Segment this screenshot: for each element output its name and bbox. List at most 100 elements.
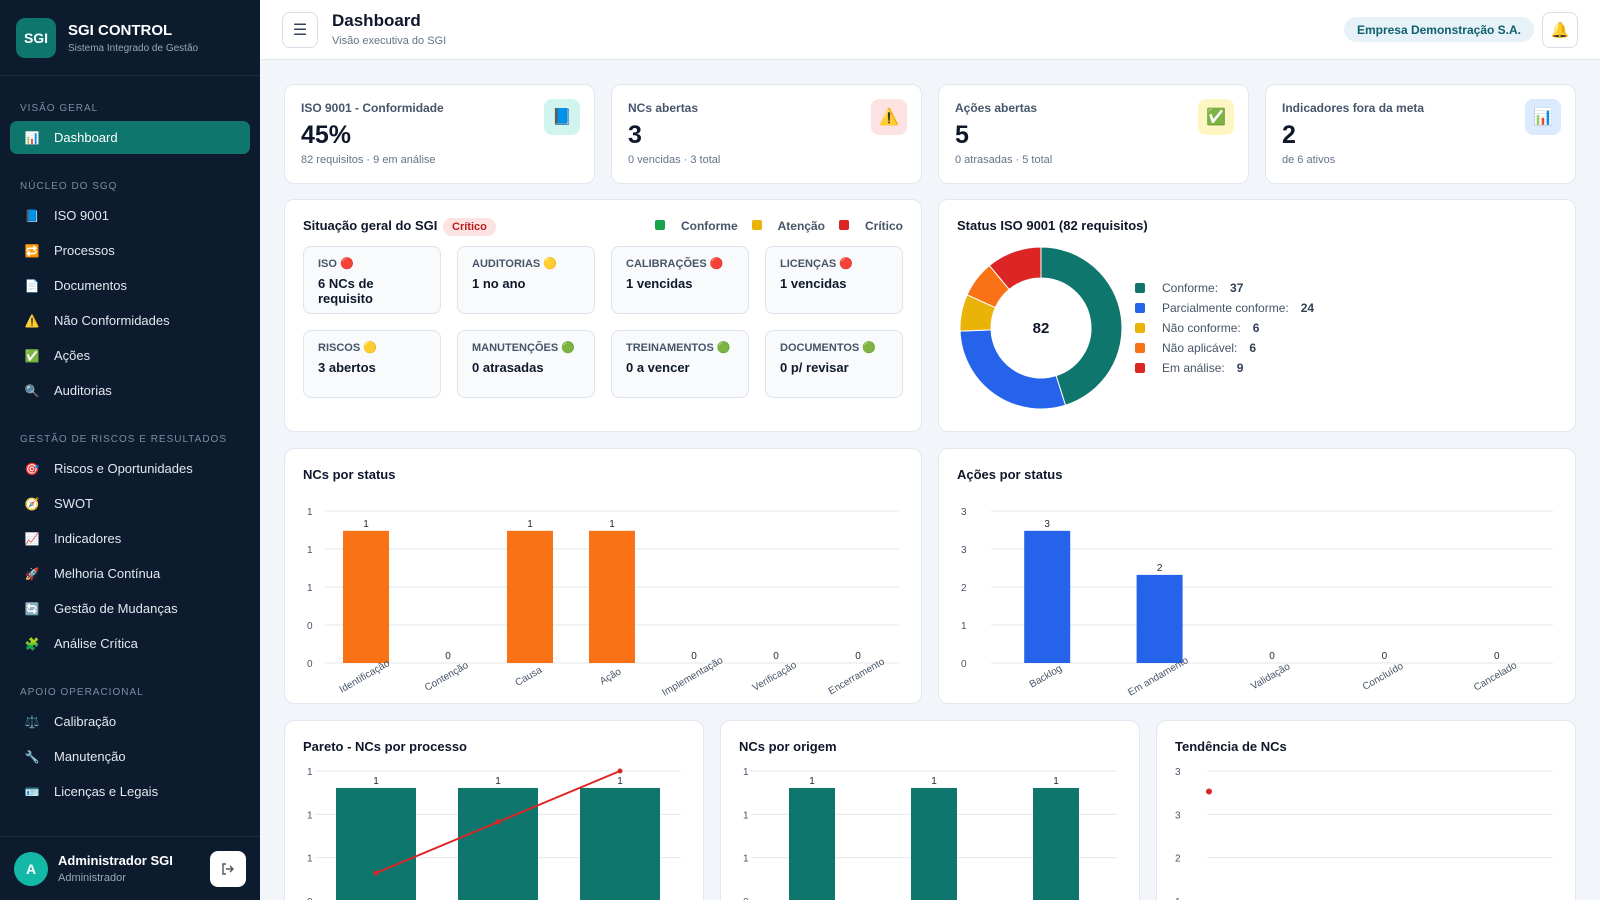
kpi-value: 3 — [628, 121, 642, 149]
iso-legend-item: Não conforme: 6 — [1135, 318, 1314, 338]
sidebar-item-dashboard[interactable]: 📊 Dashboard — [10, 121, 250, 154]
sidebar-item-auditorias[interactable]: 🔍 Auditorias — [10, 374, 250, 407]
sidebar-item-processos[interactable]: 🔁 Processos — [10, 234, 250, 267]
rocket-icon: 🚀 — [24, 566, 40, 581]
situacao-card: Situação geral do SGI Crítico Conforme At… — [284, 199, 922, 432]
sidebar-item-riscos-e-oportunidades[interactable]: 🎯 Riscos e Oportunidades — [10, 452, 250, 485]
iso-donut-chart: 82 — [959, 246, 1123, 410]
bar-value-label: 1 — [363, 519, 369, 530]
notifications-button[interactable]: 🔔 — [1542, 12, 1578, 48]
bar-value-label: 1 — [931, 776, 937, 787]
status-tile[interactable]: MANUTENÇÕES 🟢 0 atrasadas — [457, 330, 595, 398]
donut-center-label: 82 — [1033, 320, 1050, 337]
acoes-status-card: Ações por status 0 1 2 3 3 3 Backlog 2 Em andame… — [938, 448, 1576, 704]
sidebar-item-melhoria-cont-nua[interactable]: 🚀 Melhoria Contínua — [10, 557, 250, 590]
donut-slice — [988, 246, 1042, 291]
sidebar-item-documentos[interactable]: 📄 Documentos — [10, 269, 250, 302]
sidebar-item-gest-o-de-mudan-as[interactable]: 🔄 Gestão de Mudanças — [10, 592, 250, 625]
x-tick-label: Concluído — [1361, 661, 1406, 693]
tile-label: TREINAMENTOS 🟢 — [626, 342, 731, 354]
bar-value-label: 1 — [1053, 776, 1059, 787]
iso-legend: Conforme: 37 Parcialmente conforme: 24 Não c… — [1135, 278, 1314, 378]
sidebar-nav: VISÃO GERAL 📊 Dashboard NÚCLEO DO SGQ 📘 ISO 9… — [0, 76, 260, 816]
menu-toggle-button[interactable]: ☰ — [282, 12, 318, 48]
origem-chart: 0 1 1 1 1 1 1 — [743, 767, 1117, 900]
legend-swatch — [1135, 283, 1145, 293]
x-tick-label: Encerramento — [827, 656, 887, 697]
kpi-card: Indicadores fora da meta 2 de 6 ativos 📊 — [1265, 84, 1576, 184]
ncs-status-card: NCs por status 0 0 1 1 1 1 Identificação 0 Conte… — [284, 448, 922, 704]
sidebar-item-an-lise-cr-tica[interactable]: 🧩 Análise Crítica — [10, 627, 250, 660]
kpi-card: ISO 9001 - Conformidade 45% 82 requisitos … — [284, 84, 595, 184]
pareto-card: Pareto - NCs por processo 0 1 1 1 1 1 1 — [284, 720, 704, 900]
situacao-title: Situação geral do SGI — [303, 218, 438, 233]
bar-value-label: 0 — [1494, 651, 1500, 662]
sidebar-item-swot[interactable]: 🧭 SWOT — [10, 487, 250, 520]
origem-title: NCs por origem — [739, 739, 837, 754]
tile-label: DOCUMENTOS 🟢 — [780, 342, 876, 354]
legend-item: Crítico — [838, 219, 903, 233]
sidebar-item-label: Melhoria Contínua — [54, 566, 161, 581]
y-tick-label: 1 — [307, 507, 313, 518]
status-tile[interactable]: TREINAMENTOS 🟢 0 a vencer — [611, 330, 749, 398]
kpi-label: Ações abertas — [955, 101, 1038, 115]
sidebar-item-iso-9001[interactable]: 📘 ISO 9001 — [10, 199, 250, 232]
sidebar-item-fornecedores[interactable]: 🚚Fornecedores — [10, 810, 250, 816]
pareto-point — [373, 870, 379, 876]
kpi-subtext: de 6 ativos — [1282, 154, 1336, 166]
check-icon: ✅ — [24, 348, 40, 363]
sidebar-item-label: Calibração — [54, 714, 117, 729]
y-tick-label: 1 — [961, 621, 967, 632]
user-name: Administrador SGI — [58, 853, 173, 868]
legend-swatch — [751, 220, 762, 230]
y-tick-label: 0 — [307, 621, 313, 632]
bar-value-label: 1 — [617, 776, 623, 787]
page-subtitle: Visão executiva do SGI — [332, 35, 447, 47]
sidebar-item-indicadores[interactable]: 📈 Indicadores — [10, 522, 250, 555]
status-tile[interactable]: LICENÇAS 🔴 1 vencidas — [765, 246, 903, 314]
status-tile[interactable]: DOCUMENTOS 🟢 0 p/ revisar — [765, 330, 903, 398]
sidebar-item-label: Processos — [54, 243, 115, 258]
legend-label: Não aplicável: — [1162, 341, 1238, 355]
sidebar-item-calibra-o[interactable]: ⚖️ Calibração — [10, 705, 250, 738]
trend-point — [1206, 788, 1212, 795]
sidebar-item-licen-as-e-legais[interactable]: 🪪 Licenças e Legais — [10, 775, 250, 808]
situacao-legend: Conforme Atenção Crítico — [654, 219, 903, 233]
user-panel: A Administrador SGI Administrador — [0, 836, 260, 900]
status-tile[interactable]: CALIBRAÇÕES 🔴 1 vencidas — [611, 246, 749, 314]
y-tick-label: 0 — [307, 659, 313, 670]
bar-value-label: 0 — [1382, 651, 1388, 662]
iso-status-card: Status ISO 9001 (82 requisitos) 82 Confo… — [938, 199, 1576, 432]
legend-count: 6 — [1249, 341, 1257, 355]
iso-legend-item: Parcialmente conforme: 24 — [1135, 298, 1314, 318]
x-tick-label: Ação — [598, 666, 624, 687]
bar — [507, 530, 553, 663]
status-tile[interactable]: RISCOS 🟡 3 abertos — [303, 330, 441, 398]
topbar: ☰ Dashboard Visão executiva do SGI Empre… — [260, 0, 1600, 60]
iso-legend-item: Conforme: 37 — [1135, 278, 1314, 298]
id-card-icon: 🪪 — [24, 784, 40, 799]
pareto-point — [495, 819, 501, 825]
bar — [343, 530, 389, 663]
sidebar-item-a-es[interactable]: ✅ Ações — [10, 339, 250, 372]
donut-slice — [959, 329, 1067, 410]
logout-button[interactable] — [210, 850, 246, 887]
company-badge[interactable]: Empresa Demonstração S.A. — [1343, 17, 1534, 42]
tile-label: MANUTENÇÕES 🟢 — [472, 342, 575, 354]
status-tile[interactable]: ISO 🔴 6 NCs de requisito — [303, 246, 441, 314]
sidebar-item-label: Gestão de Mudanças — [54, 601, 178, 616]
y-tick-label: 3 — [1175, 810, 1181, 821]
bar-value-label: 0 — [1269, 651, 1275, 662]
sidebar-item-label: Não Conformidades — [54, 313, 170, 328]
bar-value-label: 0 — [855, 651, 861, 662]
x-tick-label: Verificação — [751, 660, 799, 694]
status-tile[interactable]: AUDITORIAS 🟡 1 no ano — [457, 246, 595, 314]
ncs-status-title: NCs por status — [303, 467, 396, 482]
legend-label: Em análise: — [1162, 361, 1225, 375]
sidebar-item-n-o-conformidades[interactable]: ⚠️ Não Conformidades — [10, 304, 250, 337]
x-tick-label: Validação — [1249, 661, 1292, 692]
nav-section-title: APOIO OPERACIONAL — [20, 687, 144, 698]
sidebar-item-manuten-o[interactable]: 🔧 Manutenção — [10, 740, 250, 773]
kpi-subtext: 82 requisitos · 9 em análise — [301, 154, 436, 166]
